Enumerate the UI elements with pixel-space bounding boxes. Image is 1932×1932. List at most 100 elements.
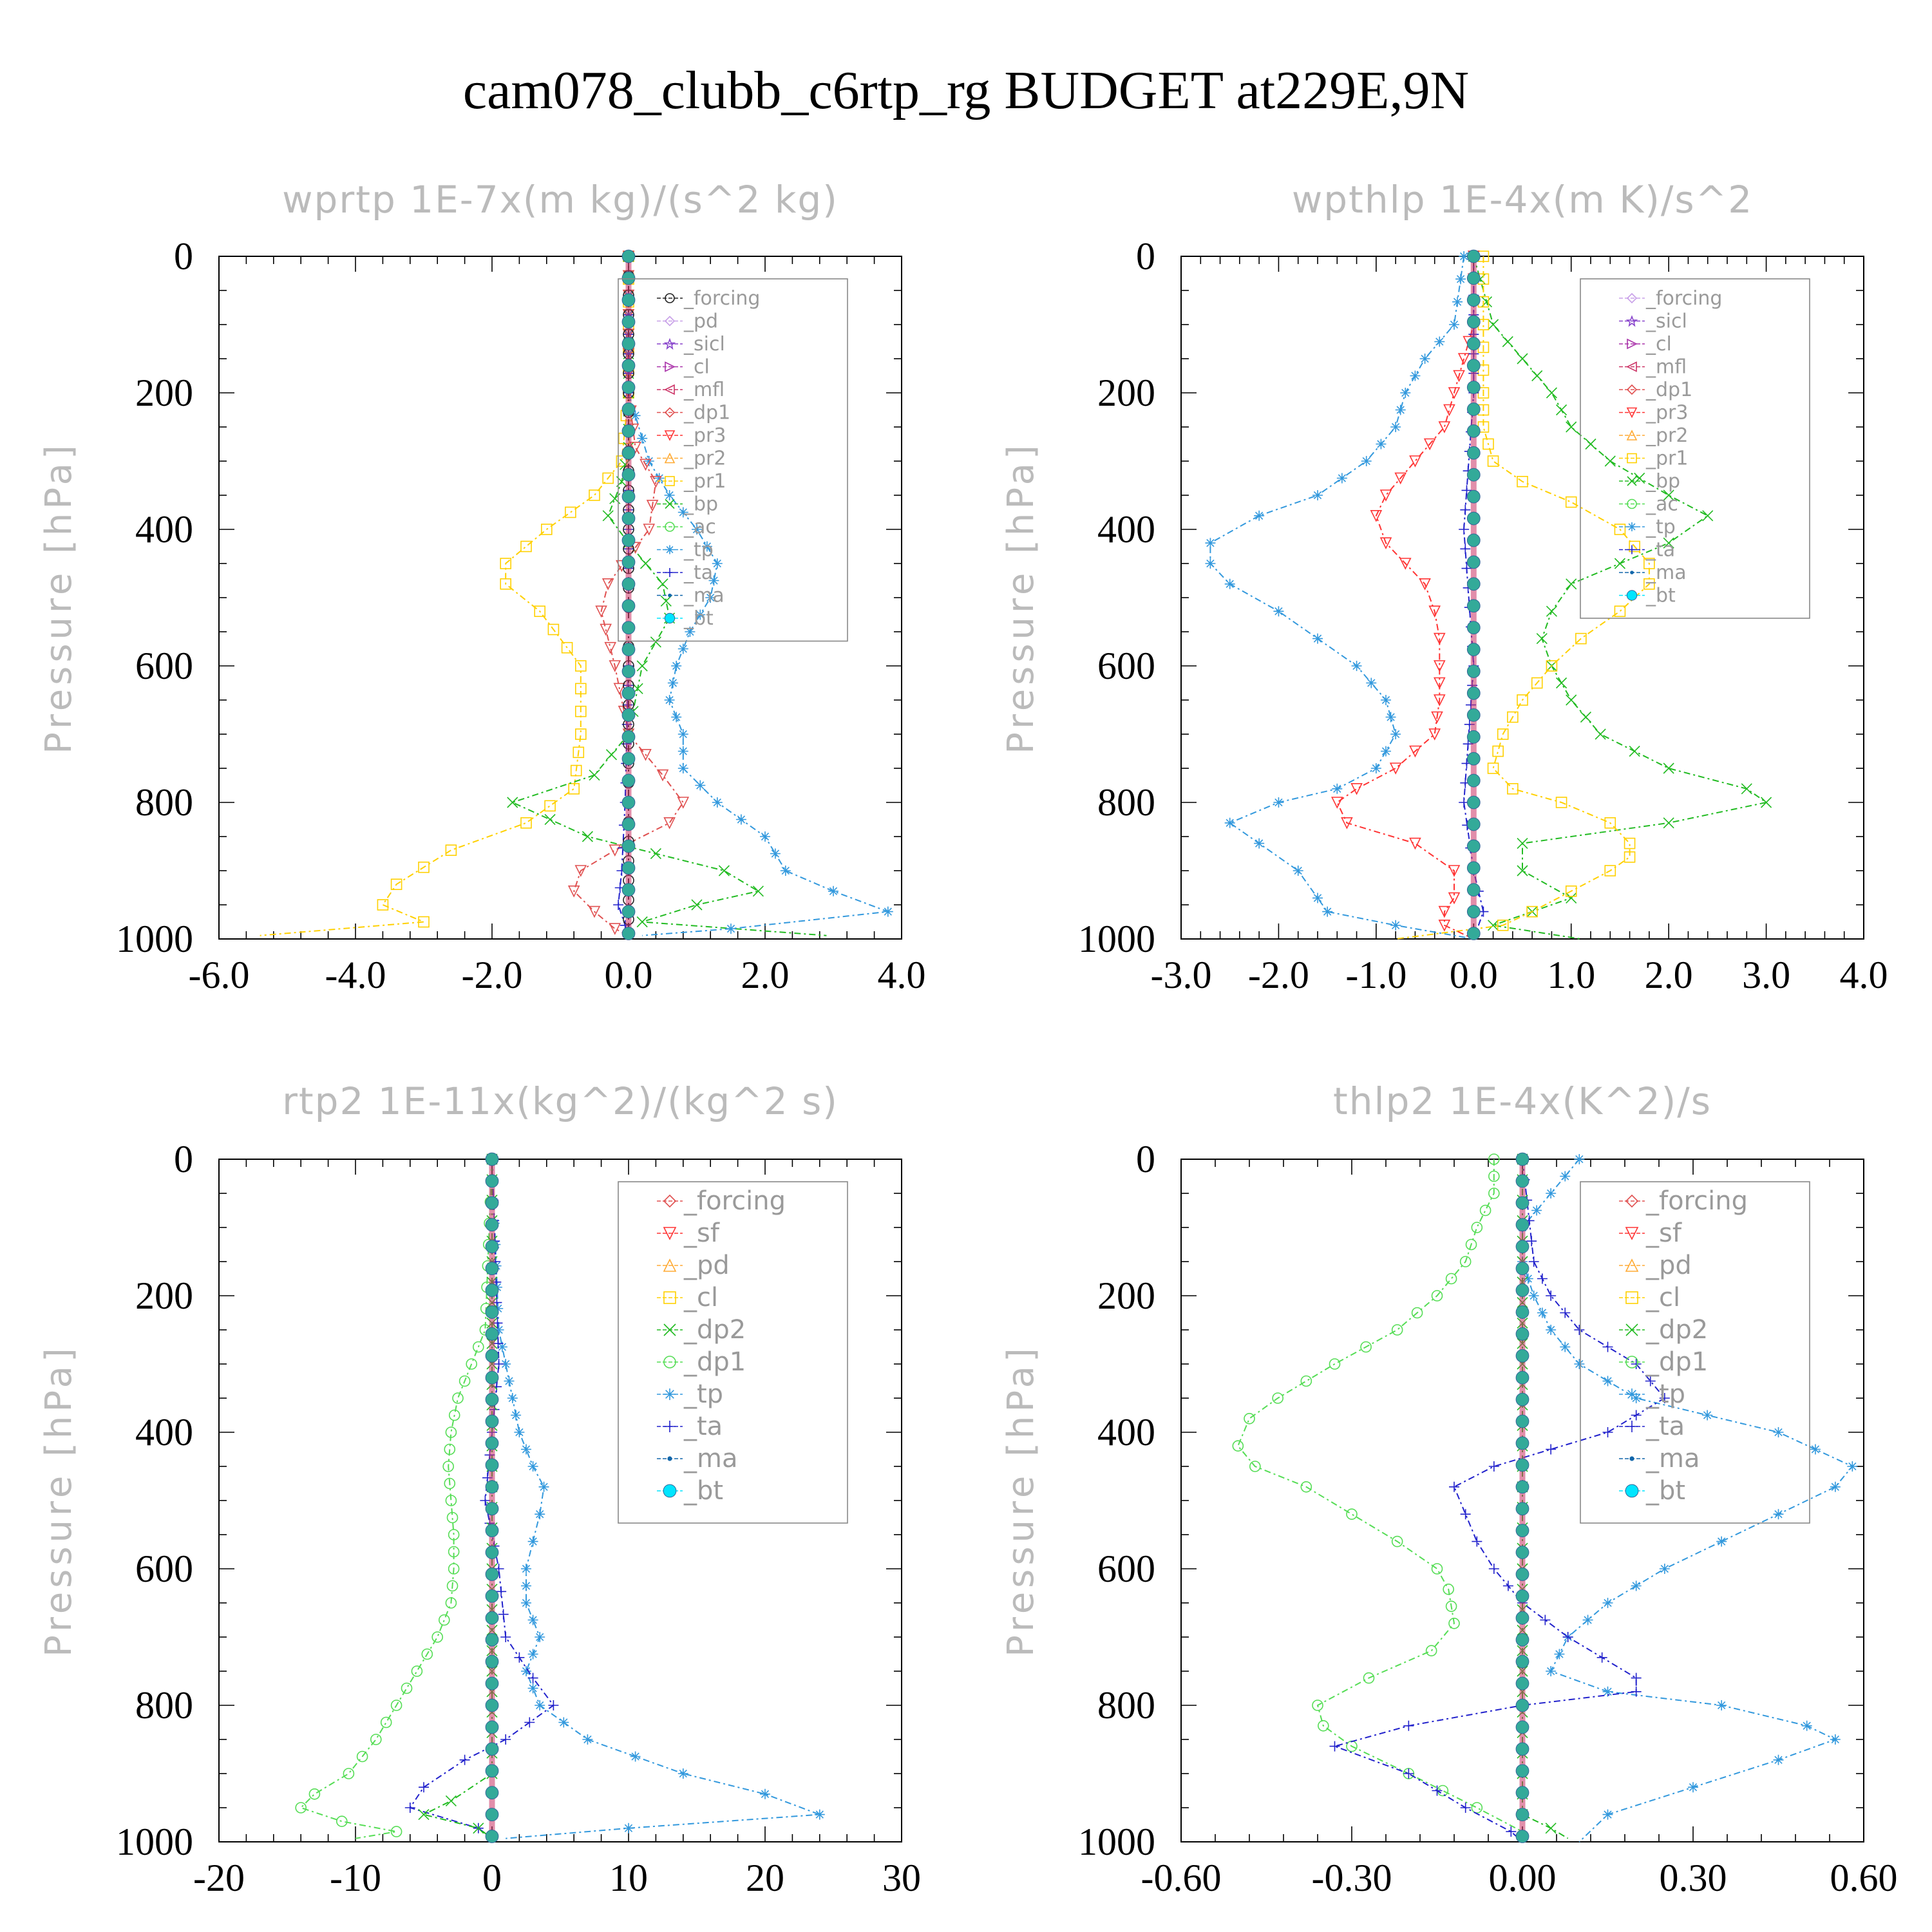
legend-label: _tp	[1645, 1379, 1685, 1409]
data-point	[1438, 421, 1451, 433]
data-point	[1574, 1325, 1585, 1335]
panel-title: rtp2 1E-11x(kg^2)/(kg^2 s)	[282, 1079, 838, 1123]
legend-label: _ac	[683, 516, 716, 538]
data-point	[1366, 677, 1377, 688]
data-point	[1488, 1153, 1500, 1165]
y-tick-label: 600	[1097, 1548, 1155, 1590]
y-tick-label: 200	[135, 1274, 193, 1317]
data-point	[621, 817, 636, 831]
data-point	[1515, 1370, 1530, 1385]
data-point	[1702, 1410, 1713, 1421]
data-point	[1604, 865, 1616, 876]
data-point	[1643, 558, 1655, 569]
data-point	[380, 1716, 392, 1728]
data-point	[1350, 783, 1363, 795]
y-tick-label: 0	[174, 1138, 193, 1180]
y-tick-label: 0	[174, 235, 193, 278]
x-tick-label: -4.0	[325, 954, 386, 996]
data-point	[1449, 319, 1459, 330]
data-point	[1466, 337, 1481, 351]
data-point	[1254, 838, 1265, 849]
plot-frame	[218, 256, 902, 940]
data-point	[558, 1717, 569, 1728]
data-point	[527, 1536, 538, 1547]
data-point	[629, 441, 641, 454]
data-point	[1466, 773, 1481, 788]
data-point	[527, 1683, 538, 1694]
data-point	[1457, 353, 1470, 365]
legend-entry: _tp	[1619, 1379, 1685, 1409]
data-point	[485, 1524, 499, 1538]
data-point	[444, 1477, 456, 1490]
legend-entry: _dp1	[657, 402, 730, 424]
legend-entry: _pr2	[1619, 424, 1688, 447]
data-point	[485, 1567, 499, 1581]
data-point	[538, 1481, 549, 1492]
legend-label: _dp1	[683, 402, 730, 424]
data-point	[1466, 730, 1481, 744]
data-point	[1741, 783, 1752, 795]
data-point	[1351, 661, 1362, 671]
data-point	[621, 708, 636, 722]
data-point	[573, 746, 585, 759]
legend-entry: _cl	[1619, 1283, 1680, 1312]
data-point	[1515, 1480, 1530, 1494]
y-axis-label: Pressure [hPa]	[1000, 441, 1042, 754]
legend-entry: _cl	[1619, 333, 1672, 355]
legend-marker	[1625, 1323, 1638, 1336]
legend-label: _dp1	[683, 1347, 746, 1377]
data-point	[544, 800, 556, 812]
data-point	[1331, 797, 1343, 809]
data-point	[1224, 817, 1235, 828]
data-point	[1466, 555, 1481, 569]
x-tick-label: -20	[193, 1857, 245, 1899]
data-point	[1517, 475, 1528, 488]
legend-label: _pr1	[1645, 448, 1688, 470]
data-point	[1466, 402, 1481, 416]
data-point	[507, 797, 518, 808]
x-tick-label: -2.0	[462, 954, 523, 996]
data-point	[1507, 783, 1519, 795]
data-point	[472, 1341, 484, 1353]
data-point	[500, 1359, 511, 1369]
data-point	[646, 500, 659, 512]
data-point	[605, 749, 618, 761]
series-line	[491, 1159, 820, 1839]
data-point	[1488, 1170, 1500, 1182]
data-point	[1546, 660, 1558, 672]
data-point	[356, 1750, 368, 1763]
data-point	[609, 923, 621, 935]
data-point	[485, 1589, 499, 1603]
data-point	[1425, 1645, 1437, 1656]
data-point	[1556, 404, 1567, 416]
data-point	[1566, 578, 1577, 590]
y-tick-label: 1000	[1078, 918, 1155, 960]
data-point	[1663, 537, 1674, 549]
data-point	[1312, 1700, 1323, 1711]
legend-marker	[665, 476, 675, 486]
data-point	[708, 575, 719, 586]
data-point	[1466, 795, 1481, 810]
legend-label: _ta	[1645, 539, 1675, 562]
x-tick-label: -0.60	[1141, 1857, 1222, 1899]
data-point	[1560, 1171, 1571, 1182]
legend-marker	[1627, 338, 1638, 350]
legend-label: _mfl	[683, 379, 724, 401]
legend-marker	[663, 1258, 677, 1272]
y-tick-label: 200	[1097, 1274, 1155, 1317]
data-point	[1515, 1589, 1530, 1603]
data-point	[485, 1436, 499, 1450]
data-point	[1403, 1768, 1414, 1779]
data-point	[485, 1480, 499, 1494]
data-point	[485, 1502, 499, 1516]
data-point	[1773, 1427, 1784, 1437]
data-point	[485, 1808, 499, 1822]
data-point	[650, 636, 661, 648]
data-point	[1515, 1327, 1530, 1341]
data-point	[1466, 752, 1481, 766]
data-point	[621, 687, 636, 700]
data-point	[485, 1654, 499, 1669]
data-point	[1399, 558, 1412, 570]
data-point	[1466, 511, 1481, 526]
legend-entry: _ma	[1619, 562, 1687, 584]
